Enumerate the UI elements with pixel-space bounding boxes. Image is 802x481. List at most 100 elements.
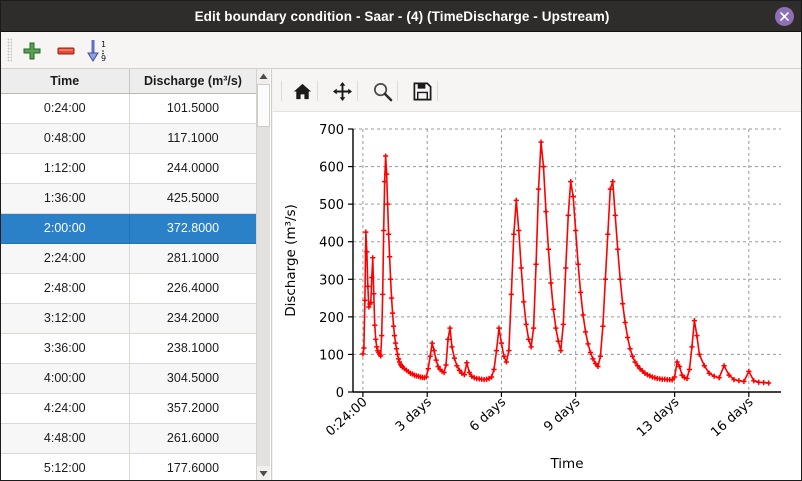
chart-toolbar <box>273 69 801 112</box>
cell-discharge[interactable]: 304.5000 <box>129 363 258 394</box>
chart-pane: 0 100 200 300 400 500 600 700 0:24:00 3 days 6 da… <box>273 69 801 480</box>
magnifier-icon <box>373 82 392 101</box>
column-header-time[interactable]: Time <box>1 69 130 94</box>
table-row[interactable]: 4:24:00 357.2000 <box>1 393 258 424</box>
table-row[interactable]: 3:12:00 234.2000 <box>1 303 258 334</box>
add-row-button[interactable] <box>17 37 47 65</box>
y-tick-label: 600 <box>319 161 344 176</box>
cell-discharge[interactable]: 101.5000 <box>129 93 258 124</box>
data-series <box>360 140 772 386</box>
y-axis-ticks: 0 100 200 300 400 500 600 700 <box>319 123 353 401</box>
x-tick-label: 9 days <box>541 395 583 435</box>
column-header-discharge[interactable]: Discharge (m³/s) <box>129 69 258 94</box>
y-tick-label: 700 <box>319 123 344 138</box>
toolbar-grip[interactable] <box>7 38 12 62</box>
sort-top-label: 1 <box>101 40 106 49</box>
table-row[interactable]: 2:00:00 372.8000 <box>1 213 258 244</box>
sort-bottom-label: 9 <box>101 54 106 63</box>
cell-discharge[interactable]: 281.1000 <box>129 243 258 274</box>
table-row[interactable]: 0:48:00 117.1000 <box>1 123 258 154</box>
cell-time[interactable]: 1:12:00 <box>1 153 130 184</box>
scrollbar-up-button[interactable] <box>257 69 270 84</box>
home-icon <box>293 83 311 99</box>
y-axis-label: Discharge (m³/s) <box>283 204 299 317</box>
x-tick-label: 0:24:00 <box>323 395 370 440</box>
scrollbar-track[interactable] <box>257 84 270 466</box>
table-row[interactable]: 1:36:00 425.5000 <box>1 183 258 214</box>
cell-discharge[interactable]: 425.5000 <box>129 183 258 214</box>
table-row[interactable]: 2:48:00 226.4000 <box>1 273 258 304</box>
chart-gridlines <box>353 128 781 393</box>
floppy-disk-icon <box>413 82 431 100</box>
cell-discharge[interactable]: 117.1000 <box>129 123 258 154</box>
main-toolbar: 1 9 <box>1 32 801 69</box>
chart-canvas[interactable]: 0 100 200 300 400 500 600 700 0:24:00 3 days 6 da… <box>273 112 801 480</box>
x-axis-label: Time <box>549 456 583 472</box>
x-tick-label: 3 days <box>393 395 435 435</box>
cell-time[interactable]: 4:48:00 <box>1 423 130 454</box>
x-axis-ticks: 0:24:00 3 days 6 days 9 days 13 days 16 days <box>323 392 757 441</box>
triangle-up-icon <box>259 73 268 79</box>
cell-time[interactable]: 0:48:00 <box>1 123 130 154</box>
series-markers <box>360 140 772 386</box>
y-tick-label: 400 <box>319 236 344 251</box>
cell-time[interactable]: 0:24:00 <box>1 93 130 124</box>
boundary-condition-table[interactable]: Time Discharge (m³/s) 0:24:00 101.5000 0:4… <box>1 69 258 480</box>
table-row[interactable]: 5:12:00 177.6000 <box>1 453 258 480</box>
home-button[interactable] <box>288 77 316 105</box>
table-row[interactable]: 4:00:00 304.5000 <box>1 363 258 394</box>
move-icon <box>332 81 352 101</box>
pan-button[interactable] <box>328 77 356 105</box>
delete-row-button[interactable] <box>51 37 81 65</box>
close-icon <box>780 12 789 21</box>
table-row[interactable]: 4:48:00 261.6000 <box>1 423 258 454</box>
y-tick-label: 500 <box>319 198 344 213</box>
x-tick-label: 13 days <box>634 395 682 441</box>
table-scrollbar[interactable] <box>256 69 270 480</box>
x-tick-label: 16 days <box>708 395 756 441</box>
cell-discharge[interactable]: 372.8000 <box>129 213 258 244</box>
scrollbar-down-button[interactable] <box>257 466 270 480</box>
cell-discharge[interactable]: 357.2000 <box>129 393 258 424</box>
sort-descending-button[interactable]: 1 9 <box>83 37 113 65</box>
cell-time[interactable]: 2:00:00 <box>1 213 130 244</box>
cell-time[interactable]: 1:36:00 <box>1 183 130 214</box>
window-titlebar: Edit boundary condition - Saar - (4) (Ti… <box>1 1 801 32</box>
series-line <box>362 142 769 384</box>
table-body: 0:24:00 101.5000 0:48:00 117.1000 1:12:00 244… <box>1 93 258 480</box>
cell-time[interactable]: 4:00:00 <box>1 363 130 394</box>
table-row[interactable]: 0:24:00 101.5000 <box>1 93 258 124</box>
cell-discharge[interactable]: 238.1000 <box>129 333 258 364</box>
minus-icon <box>57 47 75 55</box>
cell-time[interactable]: 5:12:00 <box>1 453 130 480</box>
cell-discharge[interactable]: 244.0000 <box>129 153 258 184</box>
save-button[interactable] <box>408 77 436 105</box>
scrollbar-thumb[interactable] <box>257 84 270 127</box>
table-row[interactable]: 1:12:00 244.0000 <box>1 153 258 184</box>
cell-time[interactable]: 3:12:00 <box>1 303 130 334</box>
cell-discharge[interactable]: 177.6000 <box>129 453 258 480</box>
table-row[interactable]: 3:36:00 238.1000 <box>1 333 258 364</box>
y-tick-label: 200 <box>319 311 344 326</box>
sort-descending-icon: 1 9 <box>87 40 106 63</box>
cell-time[interactable]: 2:48:00 <box>1 273 130 304</box>
zoom-button[interactable] <box>368 77 396 105</box>
cell-time[interactable]: 4:24:00 <box>1 393 130 424</box>
cell-discharge[interactable]: 234.2000 <box>129 303 258 334</box>
y-tick-label: 300 <box>319 273 344 288</box>
window-title: Edit boundary condition - Saar - (4) (Ti… <box>194 8 610 24</box>
triangle-down-icon <box>259 471 268 477</box>
table-row[interactable]: 2:24:00 281.1000 <box>1 243 258 274</box>
discharge-time-series-plot: 0 100 200 300 400 500 600 700 0:24:00 3 days 6 da… <box>273 112 781 472</box>
cell-time[interactable]: 2:24:00 <box>1 243 130 274</box>
close-button[interactable] <box>775 7 794 26</box>
table-header-row: Time Discharge (m³/s) <box>1 69 258 94</box>
cell-discharge[interactable]: 226.4000 <box>129 273 258 304</box>
data-table-pane: Time Discharge (m³/s) 0:24:00 101.5000 0:4… <box>1 69 272 480</box>
plus-icon <box>23 42 41 60</box>
x-tick-label: 6 days <box>467 395 509 435</box>
y-tick-label: 0 <box>336 386 344 401</box>
cell-discharge[interactable]: 261.6000 <box>129 423 258 454</box>
cell-time[interactable]: 3:36:00 <box>1 333 130 364</box>
